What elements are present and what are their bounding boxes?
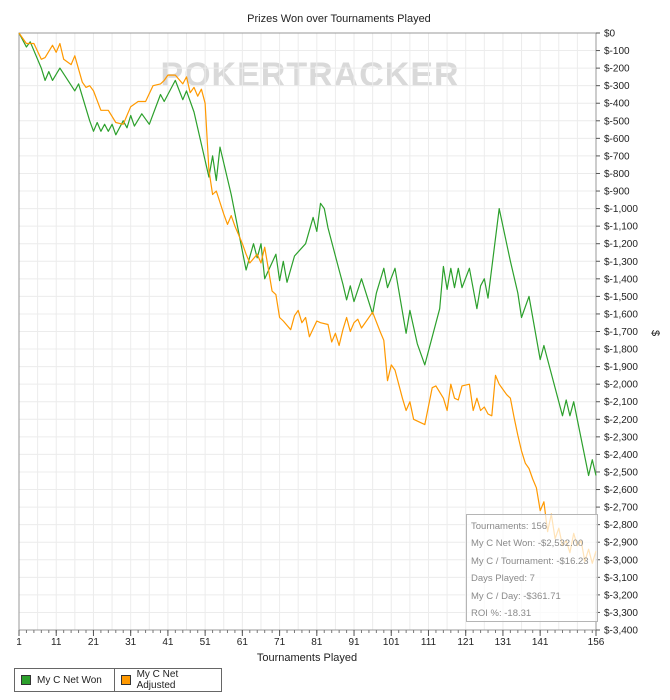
x-tick-label: 121	[457, 637, 474, 648]
y-tick-label: $-2,800	[604, 520, 638, 531]
y-tick-label: $-1,800	[604, 345, 638, 356]
y-tick-label: $-2,300	[604, 432, 638, 443]
stats-per-day: My C / Day: -$361.71	[471, 590, 561, 602]
series-line-net-won	[18, 32, 597, 477]
y-tick-label: $-1,000	[604, 204, 638, 215]
y-axis-label: $	[649, 330, 661, 336]
x-tick-label: 156	[588, 637, 605, 648]
y-tick-label: $-1,600	[604, 309, 638, 320]
y-tick-label: $-2,100	[604, 397, 638, 408]
y-tick-label: $-3,400	[604, 626, 638, 637]
x-tick-label: 1	[16, 637, 22, 648]
x-tick-label: 21	[88, 637, 100, 648]
legend-label-net-won: My C Net Won	[37, 674, 102, 686]
x-tick-label: 111	[421, 637, 437, 648]
y-tick-label: $-900	[604, 187, 630, 198]
x-tick-label: 141	[532, 637, 549, 648]
legend-label-net-adjusted: My C Net Adjusted	[136, 669, 179, 691]
legend-swatch-net-adjusted	[121, 675, 131, 685]
x-tick-label: 41	[162, 637, 174, 648]
x-tick-label: 101	[383, 637, 400, 648]
stats-per-tournament: My C / Tournament: -$16.23	[471, 555, 589, 567]
y-tick-label: $-500	[604, 116, 630, 127]
y-tick-label: $-1,900	[604, 362, 638, 373]
pokertracker-watermark: POKERTRACKER	[160, 56, 459, 94]
y-tick-label: $-400	[604, 99, 630, 110]
y-tick-label: $-800	[604, 169, 630, 180]
y-tick-label: $0	[604, 29, 616, 40]
y-tick-label: $-3,000	[604, 555, 638, 566]
x-tick-label: 81	[311, 637, 323, 648]
stats-roi: ROI %: -18.31	[471, 607, 532, 619]
y-tick-label: $-1,300	[604, 257, 638, 268]
y-axis: $0 $-100 $-200 $-300 $-400 $-500 $-600 $-700 $-8…	[596, 29, 638, 637]
stats-panel: Tournaments: 156 My C Net Won: -$2,532.0…	[466, 514, 598, 622]
y-tick-label: $-600	[604, 134, 630, 145]
x-tick-label: 11	[51, 637, 62, 648]
y-tick-label: $-1,500	[604, 292, 638, 303]
y-tick-label: $-2,900	[604, 538, 638, 549]
legend-item-net-adjusted[interactable]: My C Net Adjusted	[114, 668, 222, 692]
y-tick-label: $-100	[604, 46, 630, 57]
y-tick-label: $-3,200	[604, 590, 638, 601]
x-tick-label: 91	[348, 637, 360, 648]
legend-item-net-won[interactable]: My C Net Won	[14, 668, 116, 692]
y-tick-label: $-2,600	[604, 485, 638, 496]
y-tick-label: $-2,200	[604, 415, 638, 426]
y-tick-label: $-2,500	[604, 467, 638, 478]
series-lines	[18, 32, 597, 564]
y-tick-label: $-2,000	[604, 380, 638, 391]
x-tick-label: 71	[274, 637, 286, 648]
x-tick-label: 51	[200, 637, 212, 648]
x-axis-label: Tournaments Played	[257, 652, 357, 664]
y-tick-label: $-1,400	[604, 274, 638, 285]
y-tick-label: $-3,300	[604, 608, 638, 619]
y-tick-label: $-1,700	[604, 327, 638, 338]
legend-swatch-net-won	[21, 675, 31, 685]
x-tick-label: 131	[495, 637, 512, 648]
x-tick-label: 61	[237, 637, 249, 648]
chart-title: Prizes Won over Tournaments Played	[247, 13, 431, 25]
stats-net-won: My C Net Won: -$2,532.00	[471, 538, 584, 550]
y-tick-label: $-300	[604, 81, 630, 92]
y-tick-label: $-3,100	[604, 573, 638, 584]
stats-tournaments: Tournaments: 156	[471, 521, 548, 532]
stats-days-played: Days Played: 7	[471, 573, 535, 585]
y-tick-label: $-1,100	[604, 222, 638, 233]
x-axis: 1 11 21 31 41 51 61 71 81 91 101 111 121 131 141 156	[16, 630, 605, 648]
y-tick-label: $-200	[604, 64, 630, 75]
y-tick-label: $-2,700	[604, 503, 638, 514]
series-line-net-adjusted	[18, 32, 597, 564]
y-tick-label: $-2,400	[604, 450, 638, 461]
y-tick-label: $-1,200	[604, 239, 638, 250]
x-tick-label: 31	[125, 637, 137, 648]
y-tick-label: $-700	[604, 151, 630, 162]
